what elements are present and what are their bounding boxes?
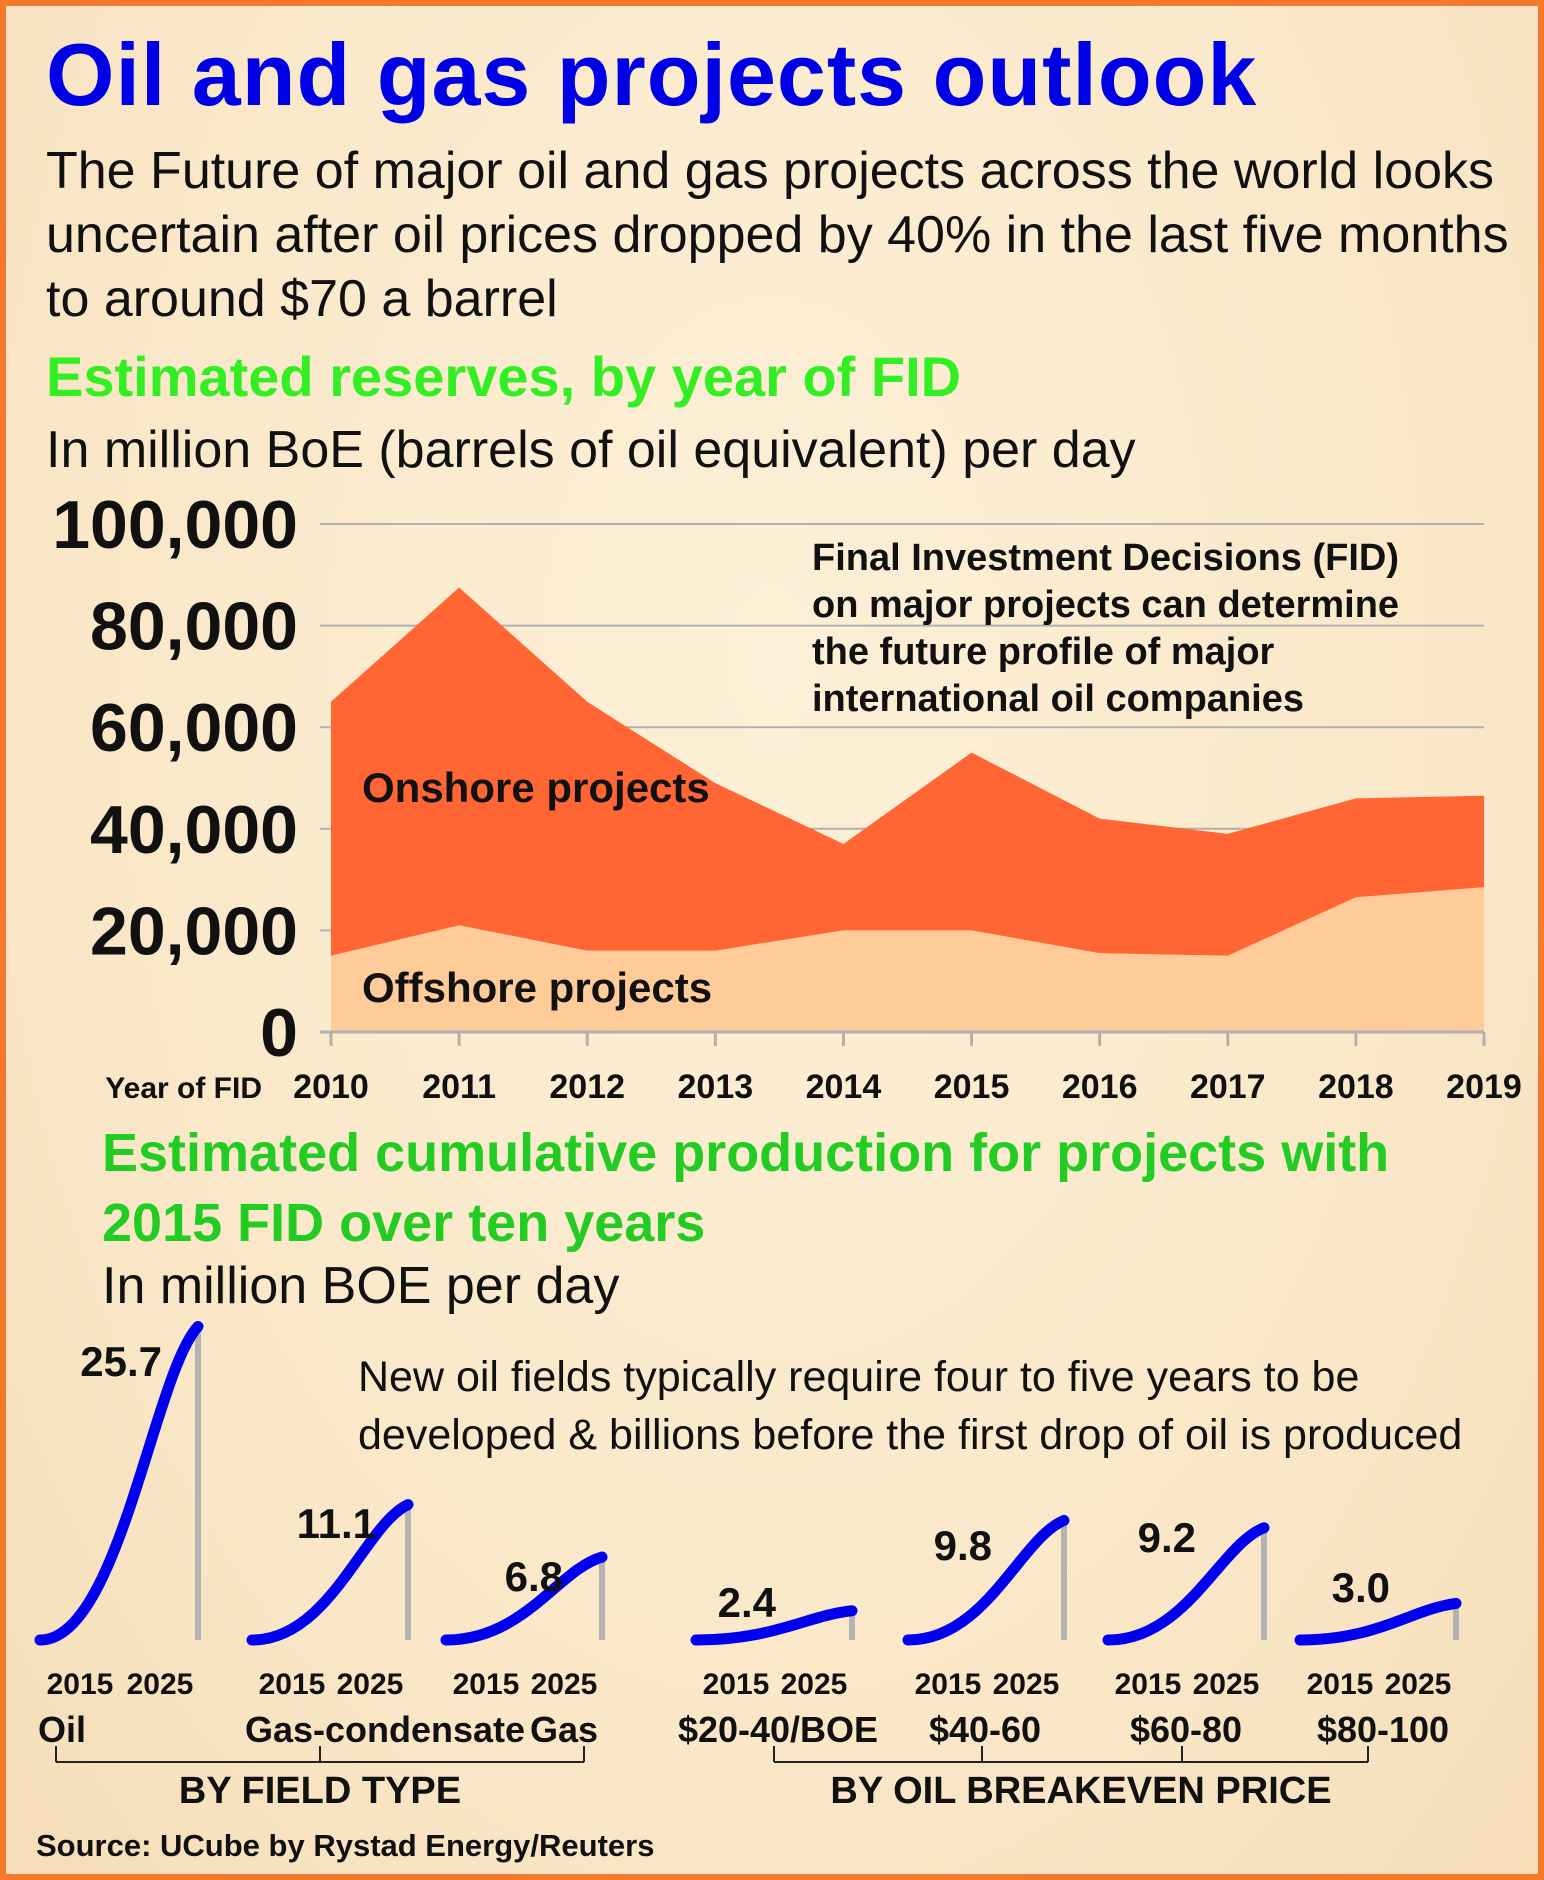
production-curve <box>440 1551 608 1646</box>
production-units: In million BOE per day <box>102 1257 620 1315</box>
year-end-label: 2025 <box>993 1668 1060 1701</box>
production-heading: Estimated cumulative production for proj… <box>102 1123 1390 1253</box>
x-tick-label: 2010 <box>293 1068 369 1106</box>
x-tick-label: 2013 <box>678 1068 754 1106</box>
group-label: BY FIELD TYPE <box>179 1770 461 1812</box>
category-label: Gas <box>530 1709 598 1750</box>
x-axis-label: Year of FID <box>105 1072 262 1105</box>
category-label: Gas-condensate <box>245 1709 525 1750</box>
group-label: BY OIL BREAKEVEN PRICE <box>830 1770 1331 1812</box>
production-curve <box>902 1514 1070 1646</box>
x-tick-label: 2019 <box>1446 1068 1522 1106</box>
year-start-label: 2015 <box>259 1668 326 1701</box>
year-start-label: 2015 <box>703 1668 770 1701</box>
onshore-series-label: Onshore projects <box>362 764 710 811</box>
production-curve <box>1102 1522 1270 1646</box>
category-label: Oil <box>38 1709 86 1750</box>
x-tick-label: 2012 <box>549 1068 625 1106</box>
value-label: 2.4 <box>718 1579 777 1626</box>
x-tick-label: 2014 <box>806 1068 882 1106</box>
year-end-label: 2025 <box>337 1668 404 1701</box>
production-note: New oil fields typically require four to… <box>358 1353 1463 1459</box>
source-note: Source: UCube by Rystad Energy/Reuters <box>36 1828 655 1863</box>
y-tick-label: 40,000 <box>90 792 298 868</box>
value-label: 6.8 <box>505 1553 563 1600</box>
year-end-label: 2025 <box>1193 1668 1260 1701</box>
category-label: $60-80 <box>1130 1709 1242 1750</box>
value-label: 9.2 <box>1138 1514 1196 1561</box>
offshore-area <box>331 887 1484 1032</box>
production-curve <box>1294 1597 1462 1646</box>
production-curve <box>246 1499 414 1646</box>
y-tick-label: 80,000 <box>90 589 298 665</box>
reserves-heading: Estimated reserves, by year of FID <box>46 345 962 408</box>
x-tick-label: 2017 <box>1190 1068 1266 1106</box>
onshore-area <box>331 587 1484 956</box>
page-title: Oil and gas projects outlook <box>46 25 1258 124</box>
category-label: $40-60 <box>929 1709 1041 1750</box>
production-curve <box>34 1320 204 1646</box>
intro-text: The Future of major oil and gas projects… <box>46 142 1509 328</box>
x-tick-label: 2015 <box>934 1068 1010 1106</box>
category-label: $80-100 <box>1317 1709 1449 1750</box>
year-start-label: 2015 <box>1307 1668 1374 1701</box>
year-end-label: 2025 <box>127 1668 194 1701</box>
offshore-series-label: Offshore projects <box>362 964 712 1011</box>
year-start-label: 2015 <box>47 1668 114 1701</box>
x-tick-label: 2011 <box>422 1068 496 1106</box>
y-tick-label: 100,000 <box>52 487 298 563</box>
production-curve <box>690 1605 858 1646</box>
value-label: 11.1 <box>297 1500 376 1547</box>
x-tick-label: 2018 <box>1318 1068 1394 1106</box>
y-tick-label: 60,000 <box>90 690 298 766</box>
y-tick-label: 0 <box>260 995 298 1071</box>
year-end-label: 2025 <box>781 1668 848 1701</box>
year-end-label: 2025 <box>1385 1668 1452 1701</box>
y-tick-label: 20,000 <box>90 893 298 969</box>
reserves-units: In million BoE (barrels of oil equivalen… <box>46 421 1136 479</box>
reserves-area-chart: 0 20,000 40,000 60,000 80,000 100,000 2010 2011… <box>52 487 1522 1106</box>
year-end-label: 2025 <box>531 1668 598 1701</box>
value-label: 3.0 <box>1332 1564 1390 1611</box>
year-start-label: 2015 <box>453 1668 520 1701</box>
year-start-label: 2015 <box>915 1668 982 1701</box>
value-label: 25.7 <box>80 1338 162 1385</box>
category-label: $20-40/BOE <box>678 1709 878 1750</box>
value-label: 9.8 <box>934 1522 992 1569</box>
x-tick-label: 2016 <box>1062 1068 1138 1106</box>
year-start-label: 2015 <box>1115 1668 1182 1701</box>
fid-annotation: Final Investment Decisions (FID) on major… <box>812 537 1399 720</box>
